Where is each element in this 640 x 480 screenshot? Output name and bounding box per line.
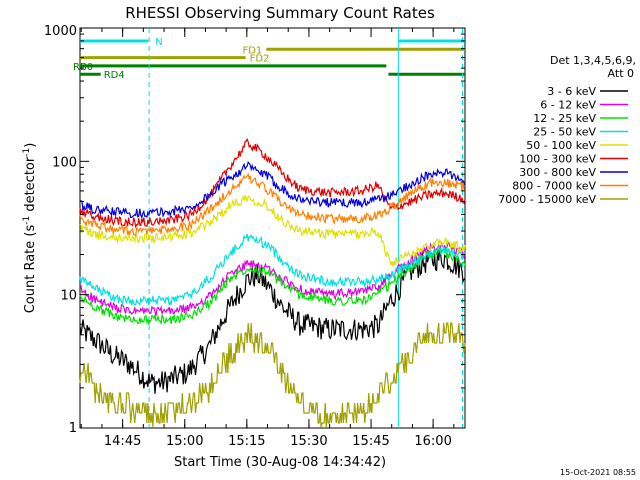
chart-title: RHESSI Observing Summary Count Rates xyxy=(125,4,435,22)
legend-header-line-2: Att 0 xyxy=(608,67,634,80)
footer-date: 15-Oct-2021 08:55 xyxy=(560,468,636,477)
legend-label: 300 - 800 keV xyxy=(519,166,596,179)
y-axis-label-end: ) xyxy=(23,143,38,148)
series-line xyxy=(79,322,466,428)
y-axis-label: Count Rate (s-1 detector-1) xyxy=(22,143,38,314)
flag-label: FD2 xyxy=(250,54,270,65)
y-axis-label-sup1: -1 xyxy=(22,216,32,225)
x-tick-label: 15:15 xyxy=(228,434,265,449)
legend-label: 6 - 12 keV xyxy=(540,99,596,112)
series-line xyxy=(79,172,466,237)
series-line xyxy=(79,137,466,229)
series-line xyxy=(79,246,466,327)
series-lines xyxy=(79,137,466,428)
legend-label: 25 - 50 keV xyxy=(533,126,596,139)
x-tick-label: 16:00 xyxy=(414,434,451,449)
flag-label: FD1 xyxy=(242,45,262,56)
night-markers xyxy=(148,28,464,428)
x-tick-label: 15:00 xyxy=(166,434,203,449)
y-axis-label-mid: detector xyxy=(23,156,38,216)
x-tick-label: 15:30 xyxy=(290,434,327,449)
x-axis-ticks: 14:45 15:00 15:15 15:30 15:45 16:00 xyxy=(80,28,455,449)
flag-label: RB0 xyxy=(73,62,93,73)
legend-header-line-1: Det 1,3,4,5,6,9, xyxy=(550,54,636,67)
y-axis-label-main: Count Rate (s xyxy=(23,225,38,314)
flag-label: RD4 xyxy=(104,70,125,81)
legend-label: 12 - 25 keV xyxy=(533,112,596,125)
flag-label: N xyxy=(155,37,162,48)
y-axis-label-sup2: -1 xyxy=(22,148,32,157)
x-tick-label: 14:45 xyxy=(104,434,141,449)
legend-label: 100 - 300 keV xyxy=(519,153,596,166)
series-line xyxy=(79,248,466,394)
y-tick-label: 100 xyxy=(52,155,77,170)
legend-label: 7000 - 15000 keV xyxy=(498,193,596,206)
series-line xyxy=(79,193,466,267)
x-tick-label: 15:45 xyxy=(352,434,389,449)
plot-area xyxy=(79,27,466,429)
y-tick-label: 1000 xyxy=(44,24,77,39)
y-tick-label: 10 xyxy=(60,289,77,304)
series-line xyxy=(79,160,466,220)
y-axis-ticks: 1 10 100 1000 xyxy=(44,24,465,436)
legend-label: 3 - 6 keV xyxy=(547,85,596,98)
legend-label: 50 - 100 keV xyxy=(526,139,596,152)
series-line xyxy=(79,233,466,307)
legend-label: 800 - 7000 keV xyxy=(512,180,596,193)
plot-frame xyxy=(79,27,466,429)
x-axis-label: Start Time (30-Aug-08 14:34:42) xyxy=(174,455,386,470)
series-line xyxy=(79,241,466,317)
y-tick-label: 1 xyxy=(69,421,77,436)
